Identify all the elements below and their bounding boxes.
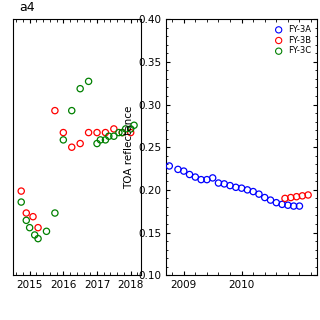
Point — [280, 202, 285, 207]
Point — [193, 174, 198, 180]
Point — [204, 177, 210, 182]
Point — [283, 196, 288, 201]
Point — [61, 137, 66, 142]
Point — [52, 211, 58, 216]
Point — [30, 214, 36, 219]
Point — [61, 130, 66, 135]
Point — [32, 232, 37, 237]
Point — [94, 141, 100, 146]
Point — [24, 218, 29, 223]
Point — [167, 164, 172, 169]
Point — [262, 195, 267, 200]
Point — [210, 175, 215, 180]
Point — [94, 130, 100, 135]
Point — [175, 167, 180, 172]
Legend: FY-3A, FY-3B, FY-3C: FY-3A, FY-3B, FY-3C — [269, 23, 313, 57]
Point — [228, 183, 233, 188]
Point — [78, 86, 83, 91]
Point — [86, 130, 91, 135]
Point — [69, 108, 74, 113]
Point — [297, 204, 302, 209]
Point — [19, 188, 24, 194]
Point — [128, 126, 133, 132]
Point — [69, 145, 74, 150]
Point — [111, 134, 116, 139]
Point — [222, 181, 227, 187]
Point — [187, 172, 192, 177]
Point — [198, 177, 204, 182]
Point — [120, 130, 125, 135]
Point — [24, 211, 29, 216]
Point — [36, 225, 41, 230]
Point — [36, 236, 41, 241]
Point — [111, 126, 116, 132]
Point — [216, 180, 221, 186]
Point — [274, 200, 279, 205]
Point — [52, 108, 58, 113]
Point — [44, 229, 49, 234]
Point — [239, 186, 244, 191]
Point — [300, 193, 305, 198]
Point — [132, 123, 137, 128]
Point — [120, 130, 125, 135]
Point — [291, 204, 296, 209]
Point — [27, 225, 32, 230]
Point — [288, 195, 293, 200]
Point — [245, 187, 250, 192]
Point — [103, 137, 108, 142]
Point — [268, 197, 273, 203]
Point — [306, 192, 311, 197]
Point — [251, 189, 256, 194]
Text: a4: a4 — [19, 1, 35, 14]
Point — [116, 130, 122, 135]
Point — [294, 194, 299, 199]
Point — [123, 126, 128, 132]
Point — [128, 130, 133, 135]
Point — [106, 134, 111, 139]
Point — [98, 137, 103, 142]
Point — [181, 169, 186, 174]
Point — [19, 199, 24, 204]
Point — [285, 203, 291, 208]
Y-axis label: TOA reflectance: TOA reflectance — [124, 106, 134, 189]
Point — [78, 141, 83, 146]
Point — [86, 79, 91, 84]
Point — [256, 192, 261, 197]
Point — [233, 185, 238, 190]
Point — [103, 130, 108, 135]
